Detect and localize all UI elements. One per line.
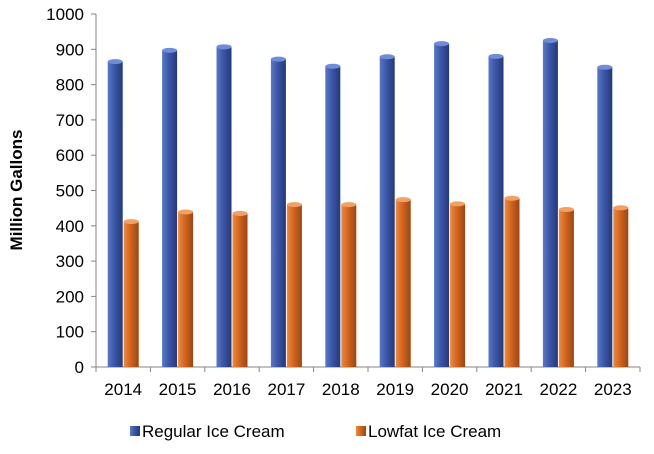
bar-lowfat-2018	[341, 202, 357, 367]
bar-lowfat-2016	[232, 210, 248, 367]
bar-cap	[395, 197, 411, 203]
bar-cap	[613, 205, 629, 211]
bar-regular-2017	[270, 56, 286, 368]
bar-cap	[178, 209, 194, 215]
bar-regular-2019	[379, 54, 395, 367]
bar-cap	[286, 202, 302, 208]
bar-lowfat-2021	[504, 195, 520, 367]
legend-label: Lowfat Ice Cream	[368, 422, 501, 441]
bar-lowfat-2020	[450, 201, 466, 367]
bar-cap	[325, 63, 341, 69]
bar-cap	[379, 54, 395, 60]
bar-body	[597, 67, 613, 367]
bar-cap	[488, 53, 504, 59]
y-tick-label: 1000	[46, 5, 84, 24]
bar-body	[325, 66, 341, 367]
bar-body	[123, 221, 139, 367]
y-axis-title: Million Gallons	[7, 130, 26, 251]
bar-cap	[542, 37, 558, 43]
bar-body	[558, 209, 574, 367]
x-tick-label: 2017	[267, 380, 305, 399]
bar-lowfat-2022	[558, 207, 574, 367]
y-tick-label: 400	[56, 217, 84, 236]
x-tick-label: 2022	[539, 380, 577, 399]
bar-body	[162, 50, 178, 367]
bar-body	[341, 204, 357, 367]
bar-cap	[216, 44, 232, 50]
y-tick-label: 600	[56, 146, 84, 165]
x-tick-label: 2016	[213, 380, 251, 399]
bar-regular-2021	[488, 53, 504, 368]
bar-body	[232, 213, 248, 367]
bar-body	[379, 56, 395, 367]
x-tick-label: 2019	[376, 380, 414, 399]
legend-label: Regular Ice Cream	[142, 422, 285, 441]
x-tick-label: 2020	[431, 380, 469, 399]
bar-regular-2022	[542, 37, 558, 367]
x-tick-label: 2018	[322, 380, 360, 399]
y-tick-label: 200	[56, 287, 84, 306]
bar-cap	[597, 64, 613, 70]
bar-regular-2018	[325, 63, 341, 367]
bar-regular-2016	[216, 44, 232, 367]
bar-lowfat-2023	[613, 205, 629, 367]
bar-cap	[504, 195, 520, 201]
bar-body	[107, 61, 123, 367]
bar-body	[450, 203, 466, 367]
x-tick-label: 2023	[594, 380, 632, 399]
bar-cap	[162, 47, 178, 53]
y-tick-label: 500	[56, 182, 84, 201]
bar-body	[613, 207, 629, 367]
bar-cap	[558, 207, 574, 213]
bar-body	[542, 40, 558, 367]
bar-cap	[341, 202, 357, 208]
legend-swatch	[130, 426, 140, 436]
bar-lowfat-2014	[123, 219, 139, 367]
bar-body	[270, 59, 286, 368]
bar-regular-2020	[434, 41, 450, 367]
bar-body	[216, 46, 232, 367]
bar-lowfat-2017	[286, 202, 302, 367]
bar-body	[395, 199, 411, 367]
x-tick-label: 2014	[104, 380, 142, 399]
bar-cap	[232, 210, 248, 216]
y-tick-label: 700	[56, 111, 84, 130]
y-tick-label: 100	[56, 323, 84, 342]
bar-cap	[107, 59, 123, 65]
bar-lowfat-2015	[178, 209, 194, 367]
y-tick-label: 900	[56, 40, 84, 59]
legend-item-regular: Regular Ice Cream	[130, 422, 285, 441]
bar-cap	[123, 219, 139, 225]
bar-cap	[450, 201, 466, 207]
x-tick-label: 2015	[159, 380, 197, 399]
legend-item-lowfat: Lowfat Ice Cream	[356, 422, 501, 441]
bar-body	[286, 204, 302, 367]
x-tick-label: 2021	[485, 380, 523, 399]
bar-body	[178, 212, 194, 367]
bar-regular-2015	[162, 47, 178, 367]
bar-body	[504, 198, 520, 367]
bar-body	[488, 56, 504, 368]
bar-regular-2023	[597, 64, 613, 367]
bar-lowfat-2019	[395, 197, 411, 367]
bar-body	[434, 43, 450, 367]
y-tick-label: 800	[56, 76, 84, 95]
y-tick-label: 300	[56, 252, 84, 271]
y-tick-label: 0	[75, 358, 84, 377]
bar-cap	[270, 56, 286, 62]
bar-regular-2014	[107, 59, 123, 367]
bar-cap	[434, 41, 450, 47]
legend-swatch	[356, 426, 366, 436]
